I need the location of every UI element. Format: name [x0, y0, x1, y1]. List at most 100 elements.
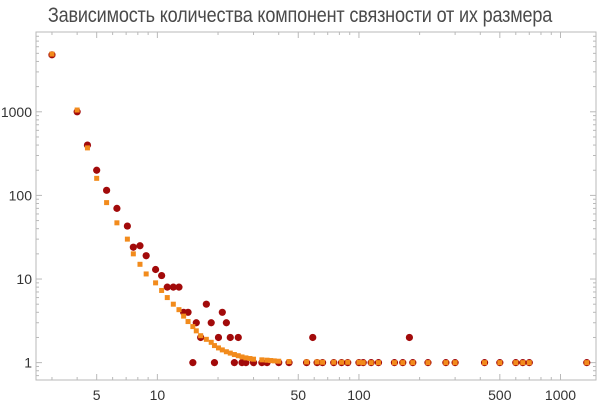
data-point-model: [276, 358, 282, 364]
data-point-model: [425, 360, 431, 366]
x-tick-label: 50: [290, 387, 306, 403]
data-point-observed: [93, 166, 101, 174]
data-point-model: [497, 360, 503, 366]
x-tick-label: 5: [93, 387, 101, 403]
data-point-model: [159, 287, 165, 293]
data-point-model: [143, 271, 149, 277]
data-point-observed: [230, 359, 238, 367]
data-point-observed: [214, 333, 223, 342]
data-point-observed: [210, 359, 219, 367]
data-point-model: [368, 360, 374, 366]
data-point-model: [482, 360, 488, 366]
data-point-model: [243, 355, 249, 361]
data-point-model: [198, 333, 204, 339]
data-point-model: [251, 356, 257, 362]
data-point-model: [190, 324, 196, 330]
data-point-model: [208, 339, 214, 345]
data-point-model: [339, 359, 345, 365]
data-point-model: [314, 359, 320, 365]
data-point-observed: [234, 333, 242, 342]
data-point-model: [268, 358, 274, 364]
data-point-model: [264, 357, 270, 363]
data-point-model: [181, 313, 187, 319]
data-point-model: [452, 360, 458, 366]
data-point-model: [74, 107, 80, 113]
data-point-model: [520, 360, 526, 366]
data-point-observed: [222, 319, 230, 327]
data-point-observed: [207, 319, 215, 327]
y-tick-label: 1000: [1, 104, 32, 120]
data-point-model: [219, 347, 225, 353]
data-point-model: [124, 236, 130, 242]
data-point-model: [526, 360, 532, 366]
x-tick-label: 10: [150, 387, 166, 403]
data-point-model: [259, 357, 265, 363]
chart-title: Зависимость количества компонент связнос…: [47, 4, 553, 27]
data-point-model: [227, 350, 233, 356]
data-point-model: [114, 220, 120, 226]
data-point-model: [247, 356, 253, 362]
data-point-model: [203, 336, 209, 342]
data-point-model: [211, 343, 217, 349]
data-point-observed: [158, 271, 166, 280]
data-point-model: [164, 295, 170, 301]
data-point-observed: [189, 359, 197, 367]
data-point-observed: [218, 308, 226, 316]
data-point-model: [443, 360, 449, 366]
data-point-model: [513, 360, 519, 366]
data-point-model: [223, 349, 229, 355]
data-point-observed: [113, 204, 121, 212]
data-point-model: [94, 175, 100, 181]
x-tick-label: 1000: [545, 387, 576, 403]
data-point-model: [215, 345, 221, 351]
data-point-observed: [103, 186, 111, 194]
data-point-model: [400, 360, 406, 366]
data-point-model: [231, 352, 237, 358]
y-tick-label: 10: [16, 271, 32, 287]
data-point-model: [239, 354, 245, 360]
data-point-model: [320, 359, 326, 365]
plot-frame: [35, 31, 597, 381]
y-tick-label: 100: [9, 187, 33, 203]
data-point-observed: [175, 283, 183, 291]
data-point-observed: [163, 283, 171, 291]
data-point-model: [375, 360, 381, 366]
data-point-model: [584, 360, 590, 366]
data-point-model: [410, 360, 416, 366]
data-point-observed: [142, 252, 150, 260]
data-point-model: [286, 359, 292, 365]
data-point-observed: [226, 333, 234, 342]
data-point-model: [331, 359, 337, 365]
y-tick-label: 1: [24, 355, 32, 371]
data-point-model: [345, 359, 351, 365]
x-tick-label: 500: [488, 387, 512, 403]
data-point-observed: [129, 243, 137, 251]
data-point-model: [130, 251, 136, 257]
data-point-observed: [202, 300, 210, 308]
data-point-model: [271, 358, 277, 364]
data-point-model: [170, 301, 176, 307]
data-point-model: [356, 359, 362, 365]
data-point-model: [391, 360, 397, 366]
data-point-model: [153, 280, 159, 286]
data-point-model: [84, 145, 90, 151]
data-point-observed: [123, 222, 131, 230]
data-point-observed: [169, 283, 177, 291]
data-point-model: [235, 353, 241, 359]
data-point-model: [360, 360, 366, 366]
data-point-model: [176, 307, 182, 313]
data-point-model: [304, 359, 310, 365]
data-point-observed: [309, 333, 317, 342]
data-point-observed: [136, 242, 144, 250]
data-point-model: [49, 51, 55, 57]
x-tick-label: 100: [347, 387, 371, 403]
data-point-observed: [405, 333, 414, 342]
data-point-model: [104, 200, 110, 206]
data-point-model: [185, 319, 191, 325]
data-point-observed: [184, 308, 192, 316]
data-point-observed: [151, 265, 160, 274]
data-point-model: [137, 261, 143, 267]
data-point-model: [193, 328, 199, 334]
